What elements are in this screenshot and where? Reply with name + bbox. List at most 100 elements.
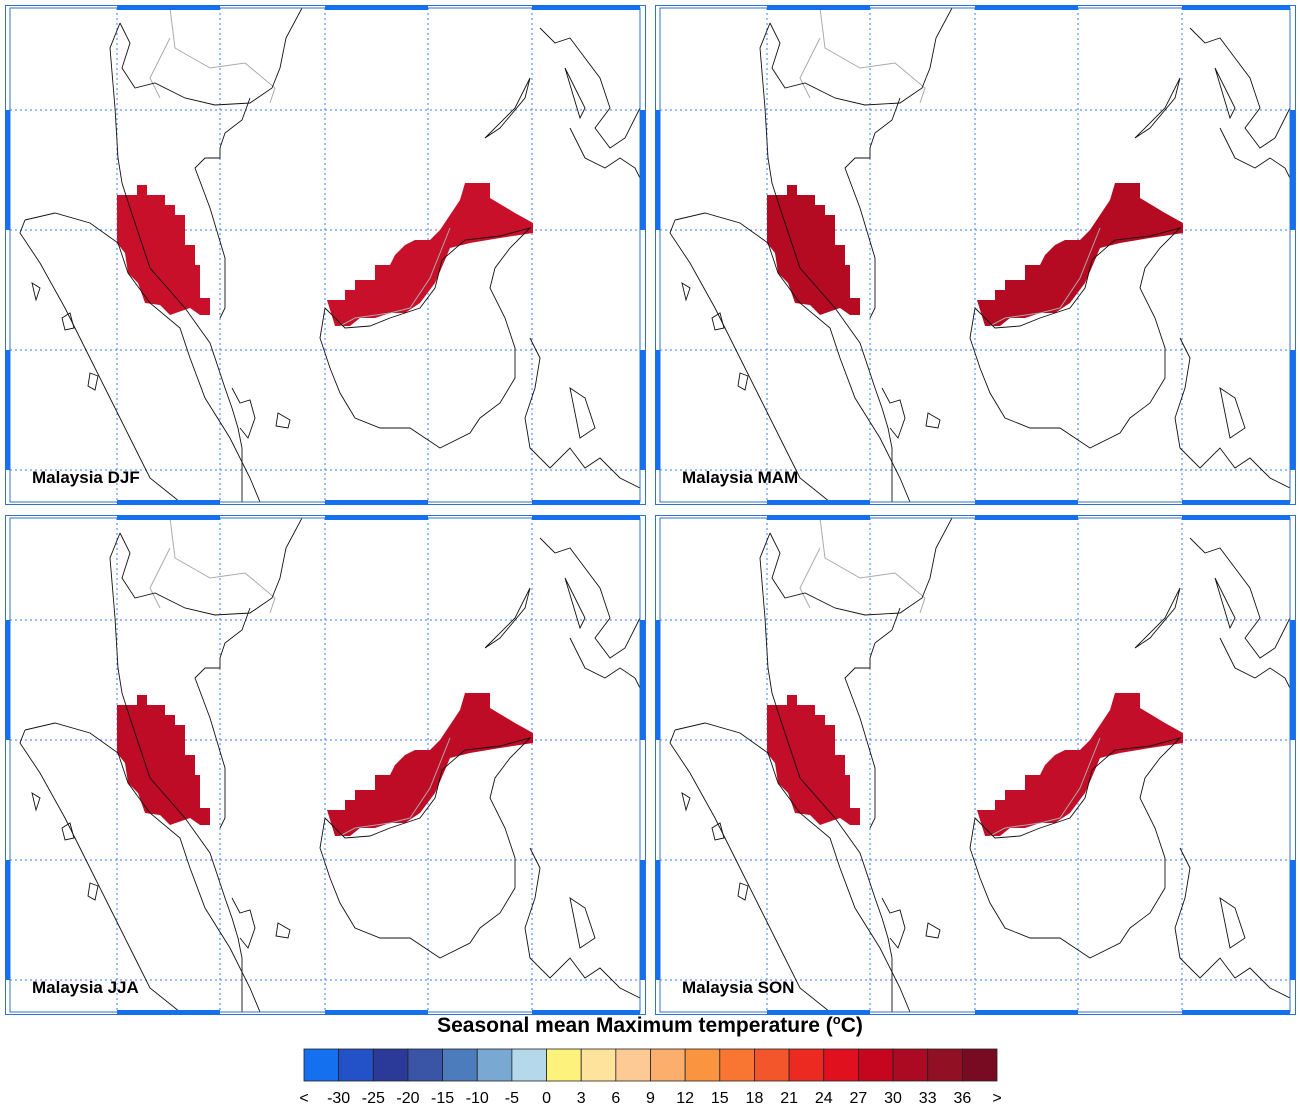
edge-tick [767, 515, 870, 520]
colorbar-label: 3 [577, 1090, 586, 1107]
color-swatch [684, 1048, 721, 1082]
color-swatch [338, 1048, 374, 1082]
colorbar-label: 12 [676, 1090, 694, 1107]
edge-tick [655, 620, 660, 740]
panel-label: Malaysia JJA [32, 978, 139, 997]
color-swatch [650, 1048, 686, 1082]
edge-tick [767, 500, 870, 505]
edge-tick [767, 1010, 870, 1015]
edge-tick [640, 620, 645, 740]
edge-tick [640, 350, 645, 470]
colorbar-label: -30 [327, 1090, 350, 1107]
colorbar-title: Seasonal mean Maximum temperature (oC) [437, 1012, 863, 1037]
edge-tick [532, 5, 640, 10]
color-swatch [476, 1048, 513, 1082]
panel-label: Malaysia SON [682, 978, 794, 997]
colorbar-label: -5 [505, 1090, 519, 1107]
panel-label: Malaysia DJF [32, 468, 140, 487]
color-swatch [303, 1048, 340, 1082]
title-sup: o [833, 1012, 841, 1027]
color-swatch [580, 1048, 617, 1082]
map [660, 518, 1290, 1012]
color-swatch [615, 1048, 651, 1082]
edge-tick [767, 5, 870, 10]
color-swatch [442, 1048, 478, 1082]
map [660, 8, 1290, 502]
map-panel: Malaysia SON [655, 515, 1296, 1015]
edge-tick [640, 110, 645, 230]
edge-tick [5, 110, 10, 230]
edge-tick [117, 500, 220, 505]
edge-tick [532, 515, 640, 520]
map-panel: Malaysia JJA [5, 515, 646, 1015]
color-swatch [754, 1048, 790, 1082]
edge-tick [532, 1010, 640, 1015]
colorbar-label: 9 [646, 1090, 655, 1107]
color-swatch [858, 1048, 894, 1082]
edge-tick [1290, 620, 1295, 740]
edge-tick [1182, 5, 1290, 10]
title-part: C) [841, 1014, 863, 1037]
edge-tick [117, 5, 220, 10]
color-swatch [546, 1048, 582, 1082]
edge-tick [532, 500, 640, 505]
colorbar-label: -20 [396, 1090, 419, 1107]
edge-tick [1290, 110, 1295, 230]
map [10, 518, 640, 1012]
edge-tick [325, 500, 428, 505]
map-panel: Malaysia MAM [655, 5, 1296, 505]
edge-tick [5, 860, 10, 980]
edge-tick [975, 1010, 1078, 1015]
edge-tick [975, 500, 1078, 505]
colorbar-label: 15 [711, 1090, 729, 1107]
edge-tick [975, 5, 1078, 10]
panels: Malaysia DJF Malaysia MAM Malaysia JJA Mala… [5, 5, 1296, 1015]
map-panel: Malaysia DJF [5, 5, 646, 505]
colorbar-label: 33 [919, 1090, 937, 1107]
colorbar-label: -25 [362, 1090, 385, 1107]
colorbar-label: < [299, 1090, 308, 1107]
colorbar-label: 18 [746, 1090, 764, 1107]
colorbar-label: 24 [815, 1090, 833, 1107]
color-swatch [407, 1048, 444, 1082]
colorbar-label: -10 [466, 1090, 489, 1107]
edge-tick [1182, 515, 1290, 520]
edge-tick [655, 110, 660, 230]
title-part: Seasonal mean Maximum temperature ( [437, 1014, 833, 1037]
color-swatch [927, 1048, 963, 1082]
colorbar-label: 21 [780, 1090, 798, 1107]
colorbar-label: 27 [850, 1090, 868, 1107]
edge-tick [1182, 1010, 1290, 1015]
edge-tick [1182, 500, 1290, 505]
edge-tick [325, 1010, 428, 1015]
edge-tick [655, 350, 660, 470]
edge-tick [1290, 860, 1295, 980]
edge-tick [325, 5, 428, 10]
colorbar-label: 0 [542, 1090, 551, 1107]
colorbar-label: > [992, 1090, 1001, 1107]
map [10, 8, 640, 502]
color-swatch [823, 1048, 859, 1082]
colorbar: < -30 -25 -20 -15 -10 -5 0 3 6 9 12 15 18 21 24 27 30 33 36… [299, 1048, 1002, 1107]
color-swatch [788, 1048, 825, 1082]
edge-tick [325, 515, 428, 520]
color-swatch [961, 1048, 998, 1082]
color-swatch [892, 1048, 929, 1082]
edge-tick [1290, 350, 1295, 470]
edge-tick [975, 515, 1078, 520]
colorbar-label: 30 [884, 1090, 902, 1107]
colorbar-label: 6 [611, 1090, 620, 1107]
color-swatch [719, 1048, 755, 1082]
edge-tick [5, 620, 10, 740]
edge-tick [117, 515, 220, 520]
edge-tick [655, 860, 660, 980]
panel-label: Malaysia MAM [682, 468, 798, 487]
color-swatch [511, 1048, 547, 1082]
edge-tick [5, 350, 10, 470]
colorbar-label: 36 [953, 1090, 971, 1107]
edge-tick [640, 860, 645, 980]
colorbar-label: -15 [431, 1090, 454, 1107]
edge-tick [117, 1010, 220, 1015]
color-swatch [372, 1048, 409, 1082]
